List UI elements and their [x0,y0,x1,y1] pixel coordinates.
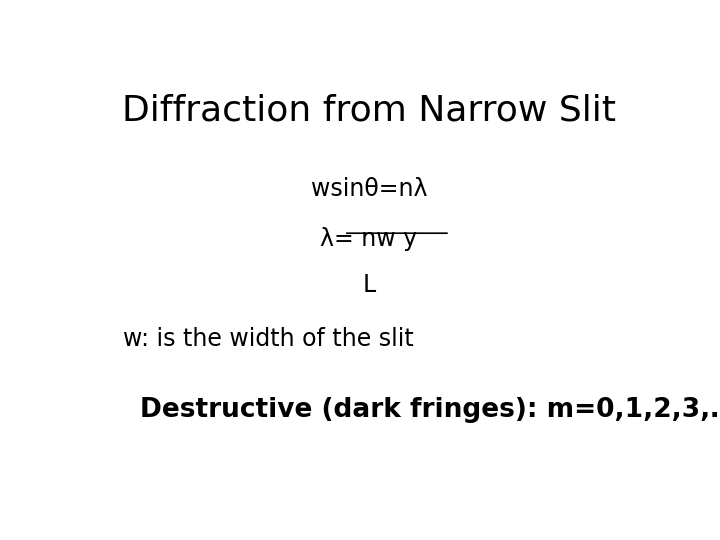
Text: Diffraction from Narrow Slit: Diffraction from Narrow Slit [122,94,616,128]
Text: λ= nw y: λ= nw y [320,227,418,251]
Text: wsinθ=nλ: wsinθ=nλ [311,177,427,201]
Text: Destructive (dark fringes): m=0,1,2,3,….: Destructive (dark fringes): m=0,1,2,3,…. [140,397,720,423]
Text: w: is the width of the slit: w: is the width of the slit [124,327,414,351]
Text: L: L [362,273,376,296]
